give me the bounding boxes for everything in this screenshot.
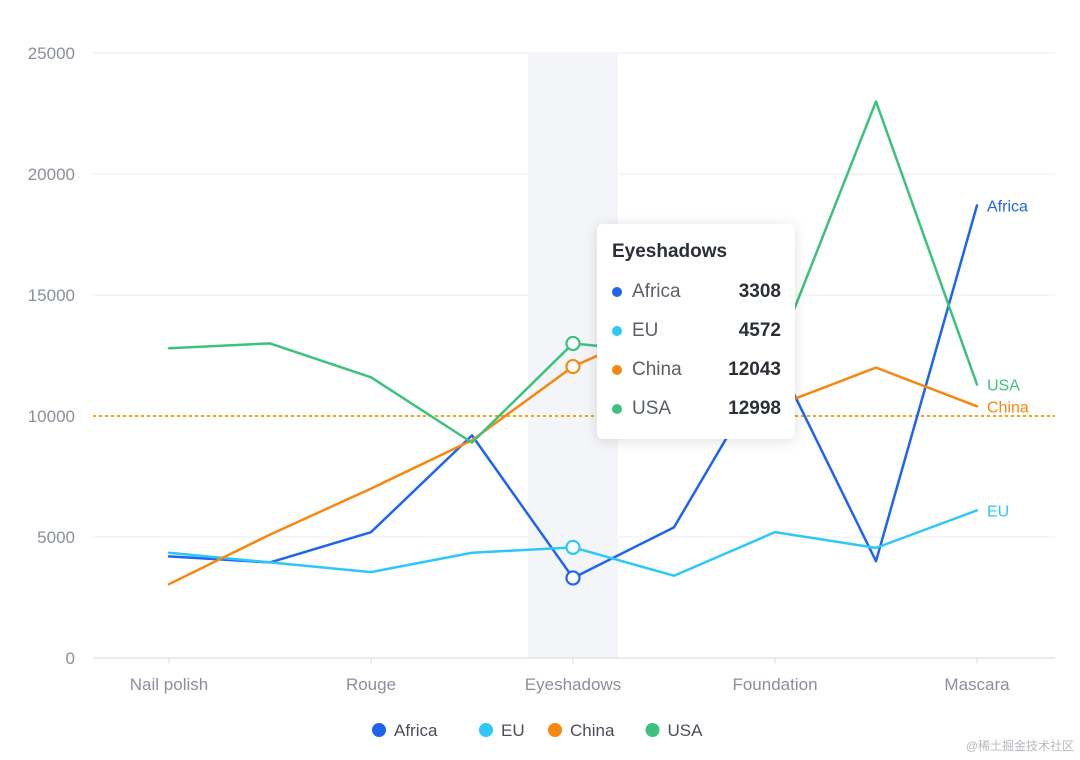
- y-tick-label: 0: [66, 649, 75, 668]
- y-tick-label: 5000: [37, 528, 75, 547]
- legend-label-china: China: [570, 721, 615, 740]
- x-tick-label: Foundation: [732, 675, 817, 694]
- y-tick-label: 15000: [28, 286, 75, 305]
- tooltip: Eyeshadows Africa 3308 EU 4572 China 12043 USA…: [597, 224, 795, 439]
- hover-marker-africa: [565, 570, 581, 586]
- tooltip-series-value: 3308: [738, 280, 781, 302]
- tooltip-series-name: EU: [632, 319, 659, 341]
- legend-label-eu: EU: [501, 721, 525, 740]
- tooltip-row-usa: USA 12998: [612, 389, 781, 428]
- tooltip-series-name: Africa: [632, 280, 681, 302]
- x-axis: Nail polish Rouge Eyeshadows Foundation Masc…: [93, 657, 1055, 694]
- tooltip-row-africa: Africa 3308: [612, 272, 781, 311]
- legend-dot-china: [548, 723, 562, 737]
- series-end-label-africa: Africa: [987, 198, 1028, 215]
- tooltip-series-value: 12043: [728, 358, 781, 380]
- tooltip-dot: [612, 286, 622, 297]
- tooltip-dot: [612, 325, 622, 336]
- legend-label-usa: USA: [668, 721, 704, 740]
- legend-label-africa: Africa: [394, 721, 438, 740]
- legend-dot-africa: [372, 723, 386, 737]
- y-tick-label: 20000: [28, 165, 75, 184]
- legend: Africa EU China USA: [372, 721, 703, 740]
- legend-dot-usa: [645, 723, 660, 737]
- tooltip-series-name: USA: [632, 397, 672, 419]
- series-end-label-china: China: [987, 399, 1029, 416]
- legend-dot-eu: [479, 723, 493, 737]
- x-tick-label: Rouge: [346, 675, 396, 694]
- tooltip-series-name: China: [632, 358, 682, 380]
- x-tick-label: Eyeshadows: [525, 675, 621, 694]
- hover-marker-usa: [565, 335, 581, 352]
- y-axis: 0 5000 10000 15000 20000 25000: [28, 44, 75, 668]
- y-tick-label: 10000: [28, 407, 75, 426]
- series-end-label-usa: USA: [987, 378, 1020, 395]
- watermark: @稀土掘金技术社区: [965, 739, 1074, 753]
- x-tick-label: Nail polish: [130, 675, 208, 694]
- series-end-labels: Africa USA China EU: [987, 198, 1029, 520]
- tooltip-dot: [612, 403, 622, 414]
- tooltip-series-value: 12998: [728, 397, 781, 419]
- hover-markers: [565, 335, 581, 586]
- tooltip-row-china: China 12043: [612, 350, 781, 389]
- y-tick-label: 25000: [28, 44, 75, 63]
- tooltip-rows: Africa 3308 EU 4572 China 12043 USA 12998: [612, 272, 781, 428]
- hover-marker-china: [565, 358, 581, 375]
- tooltip-row-eu: EU 4572: [612, 311, 781, 350]
- tooltip-series-value: 4572: [738, 319, 781, 341]
- hover-marker-eu: [565, 539, 581, 555]
- series-end-label-eu: EU: [987, 503, 1009, 520]
- tooltip-title: Eyeshadows: [612, 241, 728, 262]
- tooltip-dot: [612, 364, 622, 375]
- x-tick-label: Mascara: [944, 675, 1010, 694]
